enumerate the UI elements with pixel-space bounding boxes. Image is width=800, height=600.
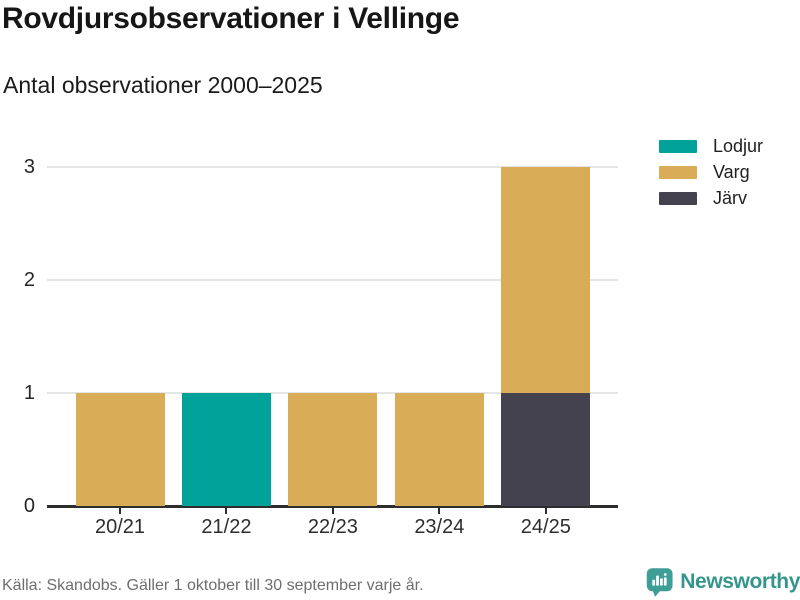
legend-item-jarv: Järv [659,185,763,211]
bar-segment-24/25-Varg [501,167,591,393]
legend-swatch-jarv [659,191,697,205]
bar-segment-22/23-Varg [288,393,378,506]
bar-segment-20/21-Varg [75,393,165,506]
chart-subtitle: Antal observationer 2000–2025 [3,72,323,98]
legend-item-varg: Varg [659,159,763,185]
chart-title: Rovdjursobservationer i Vellinge [2,2,460,35]
legend-swatch-varg [659,165,697,179]
legend-swatch-lodjur [659,139,697,153]
bar-segment-24/25-Järv [501,393,591,506]
x-tick-label: 24/25 [520,516,571,538]
y-tick-label: 0 [23,495,35,517]
x-tick-label: 21/22 [201,516,252,538]
x-tick-mark [438,508,441,514]
legend-label: Lodjur [713,135,764,156]
x-tick-mark [225,508,228,514]
x-tick-label: 22/23 [307,516,358,538]
x-axis-line [47,505,618,508]
bar-segment-21/22-Lodjur [181,393,271,506]
x-tick-mark [119,508,121,514]
x-tick-mark [544,508,547,514]
legend-label: Järv [713,187,748,208]
legend: Lodjur Varg Järv [659,133,763,211]
source-note: Källa: Skandobs. Gäller 1 oktober till 3… [2,577,424,594]
newsworthy-wordmark: Newsworthy [680,570,800,593]
newsworthy-logo[interactable]: Newsworthy [644,564,800,600]
x-tick-label: 23/24 [414,516,465,538]
bar-segment-23/24-Varg [394,393,484,506]
x-tick-label: 20/21 [94,516,146,538]
legend-item-lodjur: Lodjur [659,133,763,159]
legend-label: Varg [713,161,750,182]
gridline-y3 [47,166,618,168]
newsworthy-logo-icon [646,568,673,597]
gridline-y2 [47,279,618,281]
x-tick-mark [331,508,334,514]
y-tick-label: 2 [23,269,35,291]
y-tick-label: 1 [23,382,35,404]
y-tick-label: 3 [23,156,35,178]
